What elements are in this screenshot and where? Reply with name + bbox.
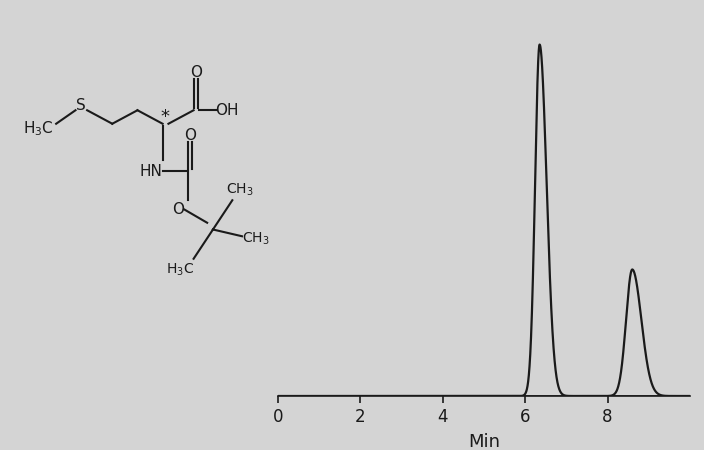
X-axis label: Min: Min [468, 433, 500, 450]
Text: $\mathregular{H_3C}$: $\mathregular{H_3C}$ [166, 262, 194, 278]
Text: O: O [190, 65, 202, 81]
Text: $\mathregular{H_3C}$: $\mathregular{H_3C}$ [23, 119, 54, 138]
Text: HN: HN [139, 163, 163, 179]
Text: *: * [160, 108, 169, 126]
Text: $\mathregular{CH_3}$: $\mathregular{CH_3}$ [241, 230, 270, 247]
Text: OH: OH [215, 103, 238, 118]
Text: S: S [77, 98, 86, 113]
Text: $\mathregular{CH_3}$: $\mathregular{CH_3}$ [226, 182, 254, 198]
Text: O: O [184, 128, 196, 144]
Text: O: O [172, 202, 184, 217]
